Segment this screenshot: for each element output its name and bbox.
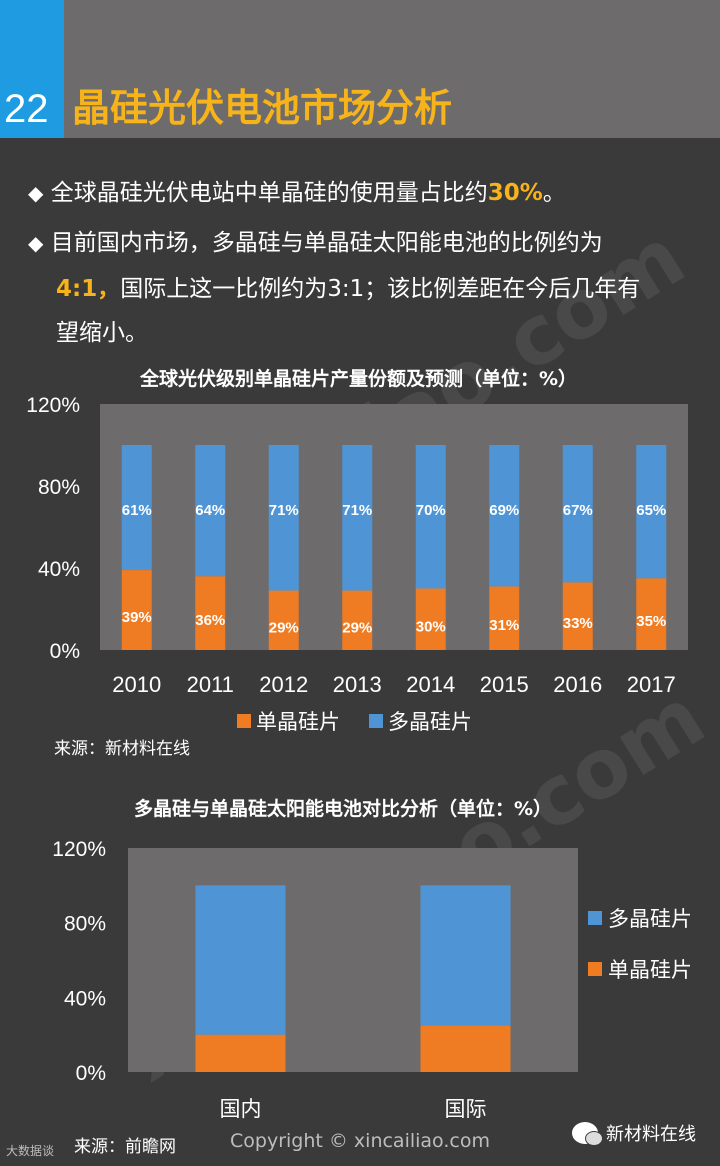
header-bar	[0, 0, 720, 138]
chart1-bar-poly	[415, 445, 446, 589]
chart1-legend-poly-label: 多晶硅片	[388, 710, 472, 734]
chart1-bar-mono	[562, 582, 593, 650]
wechat-badge: 新材料在线	[572, 1120, 696, 1146]
bullet-2-line2: 4:1，国际上这一比例约为3:1；该比例差距在今后几年有	[56, 272, 640, 306]
chart1-bar-poly	[489, 445, 520, 587]
chart1-data-label: 33%	[563, 615, 593, 632]
chart1-legend-mono-label: 单晶硅片	[256, 710, 340, 734]
chart1-xtick-label: 2013	[333, 672, 382, 697]
diamond-bullet-icon: ◆	[28, 231, 44, 255]
chart1-ytick-label: 80%	[38, 476, 80, 499]
bullet-2-text2: 国际上这一比例约为3:1；该比例差距在今后几年有	[120, 276, 641, 302]
chart2-ytick-label: 80%	[64, 913, 106, 936]
chart1-data-label: 64%	[195, 502, 225, 519]
chart1-data-label: 65%	[636, 502, 666, 519]
chart1-bar-poly	[562, 445, 593, 583]
diamond-bullet-icon: ◆	[28, 181, 44, 205]
chart1-xtick-label: 2010	[112, 672, 161, 697]
chart2-source: 来源：前瞻网	[74, 1137, 176, 1157]
bullet-2: ◆ 目前国内市场，多晶硅与单晶硅太阳能电池的比例约为	[28, 226, 603, 260]
corner-mark: 大数据谈	[6, 1144, 55, 1158]
chart1-xtick-label: 2015	[480, 672, 529, 697]
bullet-2-line1: 目前国内市场，多晶硅与单晶硅太阳能电池的比例约为	[50, 230, 603, 256]
chart1-data-label: 61%	[122, 502, 152, 519]
page-title: 晶硅光伏电池市场分析	[72, 86, 453, 130]
chart1-bar-poly	[121, 445, 152, 571]
chart1-bar-mono	[342, 590, 373, 650]
chart1-source: 来源：新材料在线	[54, 739, 190, 759]
wechat-icon	[572, 1122, 603, 1146]
chart1-data-label: 71%	[269, 502, 299, 519]
chart2-ytick-label: 0%	[76, 1062, 106, 1085]
chart1-bar-mono	[195, 576, 226, 650]
chart1-bar-mono	[268, 590, 299, 650]
chart1-data-label: 31%	[489, 617, 519, 634]
chart1-legend-poly-swatch	[369, 714, 383, 728]
chart1-ytick-label: 0%	[50, 640, 80, 663]
chart2-ytick-label: 120%	[52, 838, 106, 861]
chart1-data-label: 70%	[416, 502, 446, 519]
chart1-bar-mono	[415, 588, 446, 650]
bullet-1-highlight: 30%	[487, 180, 543, 206]
chart1-data-label: 71%	[342, 502, 372, 519]
wechat-label: 新材料在线	[606, 1124, 696, 1145]
chart2-legend-poly-label: 多晶硅片	[608, 907, 692, 931]
chart1-bar-poly	[342, 445, 373, 591]
chart1-bar-poly	[268, 445, 299, 591]
chart1-xtick-label: 2016	[553, 672, 602, 697]
chart1-xtick-label: 2014	[406, 672, 455, 697]
copyright: Copyright © xincailiao.com	[230, 1130, 490, 1152]
chart2-xtick-label: 国际	[445, 1097, 487, 1121]
bullet-1-end: 。	[542, 180, 566, 206]
chart1-ytick-label: 120%	[26, 394, 80, 417]
chart2-bar-poly	[420, 885, 511, 1026]
page-number: 22	[4, 87, 49, 131]
chart2-bar-mono	[195, 1034, 286, 1072]
chart1-data-label: 29%	[342, 619, 372, 636]
chart1-title: 全球光伏级别单晶硅片产量份额及预测（单位：%）	[140, 368, 578, 390]
bullet-2-line3: 望缩小。	[56, 320, 148, 346]
chart2-legend-mono-swatch	[588, 962, 602, 976]
chart2-legend-poly-swatch	[588, 911, 602, 925]
bullet-1-text: 全球晶硅光伏电站中单晶硅的使用量占比约	[50, 180, 488, 206]
chart1-bar-poly	[195, 445, 226, 577]
chart1-bar-mono	[121, 570, 152, 650]
chart2-title: 多晶硅与单晶硅太阳能电池对比分析（单位：%）	[134, 798, 553, 820]
chart1-bar-poly	[636, 445, 667, 579]
chart1-ytick-label: 40%	[38, 558, 80, 581]
chart1-data-label: 30%	[416, 618, 446, 635]
chart1-data-label: 36%	[195, 612, 225, 629]
chart2-ytick-label: 40%	[64, 987, 106, 1010]
chart1-legend-mono-swatch	[237, 714, 251, 728]
bullet-1: ◆ 全球晶硅光伏电站中单晶硅的使用量占比约30%。	[28, 176, 566, 210]
chart2-legend-mono-label: 单晶硅片	[608, 958, 692, 982]
chart2-bar-mono	[420, 1025, 511, 1072]
chart1-data-label: 35%	[636, 613, 666, 630]
chart1-xtick-label: 2011	[187, 672, 234, 697]
chart1-xtick-label: 2012	[259, 672, 308, 697]
chart1-data-label: 69%	[489, 502, 519, 519]
chart1-bar-mono	[489, 586, 520, 650]
chart1-data-label: 39%	[122, 609, 152, 626]
chart1-data-label: 29%	[269, 619, 299, 636]
chart1-bar-mono	[636, 578, 667, 650]
page-number-box	[0, 0, 64, 138]
bullet-2-highlight: 4:1，	[56, 276, 121, 302]
chart2-bar-poly	[195, 885, 286, 1035]
chart1-xtick-label: 2017	[627, 672, 676, 697]
chart2-xtick-label: 国内	[220, 1097, 262, 1121]
chart1-data-label: 67%	[563, 502, 593, 519]
